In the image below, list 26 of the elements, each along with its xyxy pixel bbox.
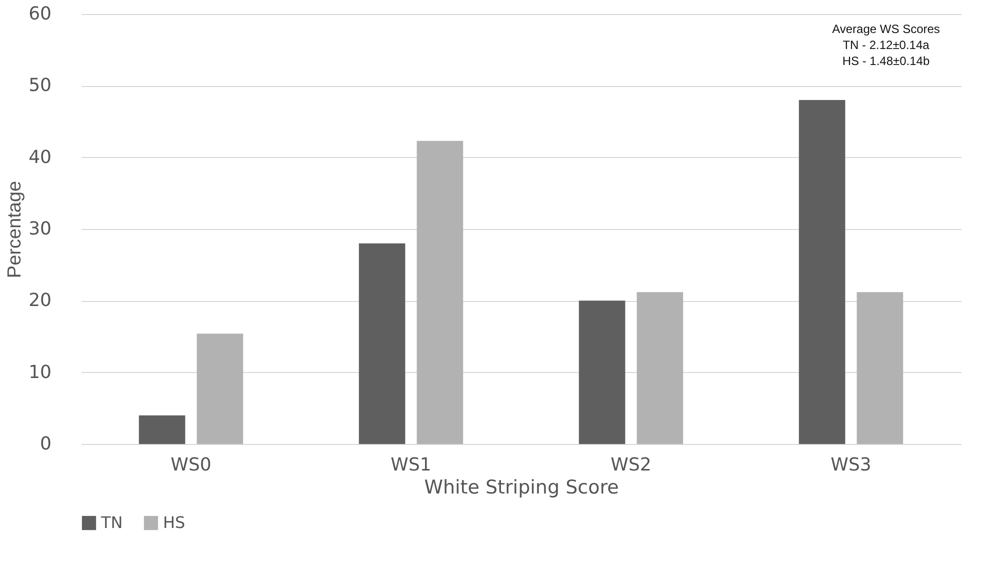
- bar: [138, 415, 186, 444]
- bar: [636, 292, 684, 444]
- x-tick-label: WS0: [170, 454, 212, 476]
- bar: [196, 334, 244, 444]
- y-axis-title: Percentage: [4, 180, 26, 278]
- y-tick-label: 50: [28, 75, 52, 96]
- y-tick-label: 20: [28, 290, 52, 312]
- annotation: Average WS Scores: [832, 22, 940, 36]
- bar: [416, 140, 464, 444]
- bar: [798, 100, 846, 444]
- x-tick-label: WS2: [610, 454, 652, 476]
- y-tick-label: 40: [28, 146, 52, 168]
- legend-label: HS: [163, 513, 186, 532]
- y-tick-label: 30: [28, 218, 52, 240]
- x-tick-label: WS3: [830, 454, 872, 476]
- y-tick-label: 0: [40, 434, 52, 454]
- y-tick-label: 10: [28, 362, 52, 383]
- annotation: HS - 1.48±0.14b: [842, 54, 930, 68]
- bar: [578, 300, 626, 444]
- y-tick-label: 60: [28, 4, 52, 24]
- x-tick-label: WS1: [390, 454, 432, 476]
- legend-label: TN: [100, 513, 123, 532]
- x-axis-title: White Striping Score: [424, 476, 619, 498]
- bar: [358, 243, 406, 444]
- annotation: TN - 2.12±0.14a: [842, 38, 930, 52]
- bar: [856, 292, 904, 444]
